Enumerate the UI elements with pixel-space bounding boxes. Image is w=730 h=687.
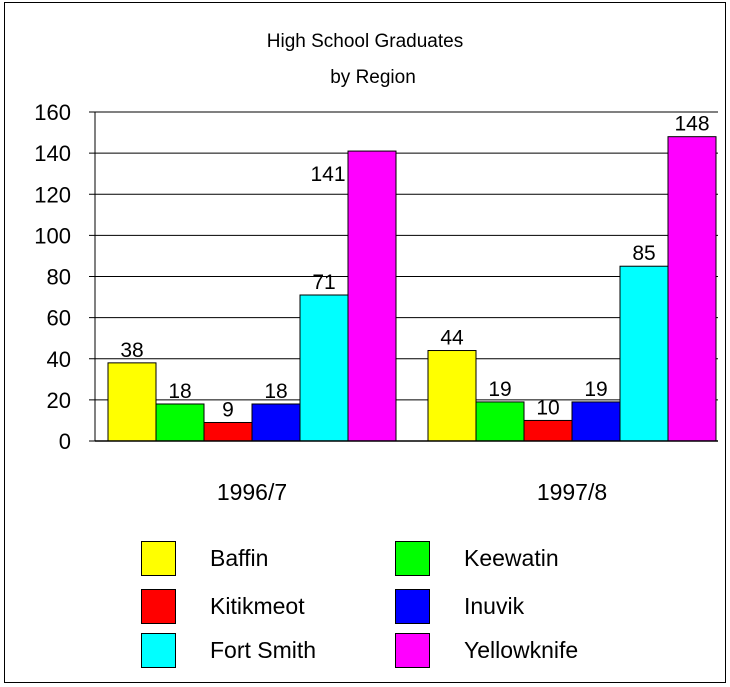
bar: [107, 362, 157, 442]
legend-swatch: [395, 540, 430, 576]
bar: [347, 150, 397, 442]
data-label: 85: [632, 242, 655, 265]
bar: [203, 421, 253, 442]
y-tick-label: 120: [34, 182, 71, 207]
legend-item: Fort Smith: [141, 632, 316, 668]
legend-item: Yellowknife: [395, 632, 578, 668]
y-tick-label: 40: [47, 347, 71, 372]
bar: [251, 403, 301, 442]
x-tick-label: 1997/8: [537, 479, 607, 505]
data-label: 9: [222, 398, 234, 421]
legend-swatch: [141, 632, 176, 668]
bar: [475, 401, 525, 442]
chart-subtitle: by Region: [330, 67, 416, 88]
legend-item: Keewatin: [395, 540, 559, 576]
bar: [571, 401, 621, 442]
legend-label: Yellowknife: [464, 636, 579, 663]
bar: [667, 136, 717, 442]
legend-label: Inuvik: [464, 592, 525, 619]
legend-label: Keewatin: [464, 544, 559, 571]
data-label: 71: [312, 271, 335, 294]
legend-swatch: [395, 588, 430, 624]
legend-label: Fort Smith: [210, 636, 317, 663]
legend-label: Kitikmeot: [210, 592, 305, 619]
bar: [619, 265, 669, 442]
data-label: 44: [440, 327, 464, 350]
data-label: 18: [264, 380, 287, 403]
data-label: 38: [120, 339, 143, 362]
bar: [427, 350, 477, 442]
y-tick-label: 60: [47, 306, 71, 331]
x-tick-label: 1996/7: [217, 479, 287, 505]
bar: [523, 419, 573, 442]
legend-swatch: [395, 632, 430, 668]
y-tick-label: 20: [47, 388, 71, 413]
y-tick-label: 100: [34, 223, 71, 248]
legend-item: Baffin: [141, 540, 268, 576]
data-label: 141: [310, 163, 345, 186]
bar-chart: 0 20 40 60 80 100 120 140 160 38 18 9 18 71 141 1996/7 4…: [34, 100, 718, 505]
legend-swatch: [141, 540, 176, 576]
data-label: 10: [536, 396, 559, 419]
data-label: 19: [488, 378, 511, 401]
bar: [155, 403, 205, 442]
y-tick-label: 80: [47, 265, 71, 290]
legend-swatch: [141, 588, 176, 624]
legend-item: Inuvik: [395, 588, 524, 624]
chart-title: High School Graduates: [266, 31, 464, 52]
legend-item: Kitikmeot: [141, 588, 305, 624]
legend-label: Baffin: [210, 544, 269, 571]
bar: [299, 294, 349, 442]
data-label: 19: [584, 378, 607, 401]
y-tick-label: 0: [59, 429, 71, 454]
y-tick-label: 140: [34, 141, 71, 166]
data-label: 18: [168, 380, 191, 403]
data-label: 148: [674, 113, 709, 136]
y-tick-label: 160: [34, 100, 71, 125]
